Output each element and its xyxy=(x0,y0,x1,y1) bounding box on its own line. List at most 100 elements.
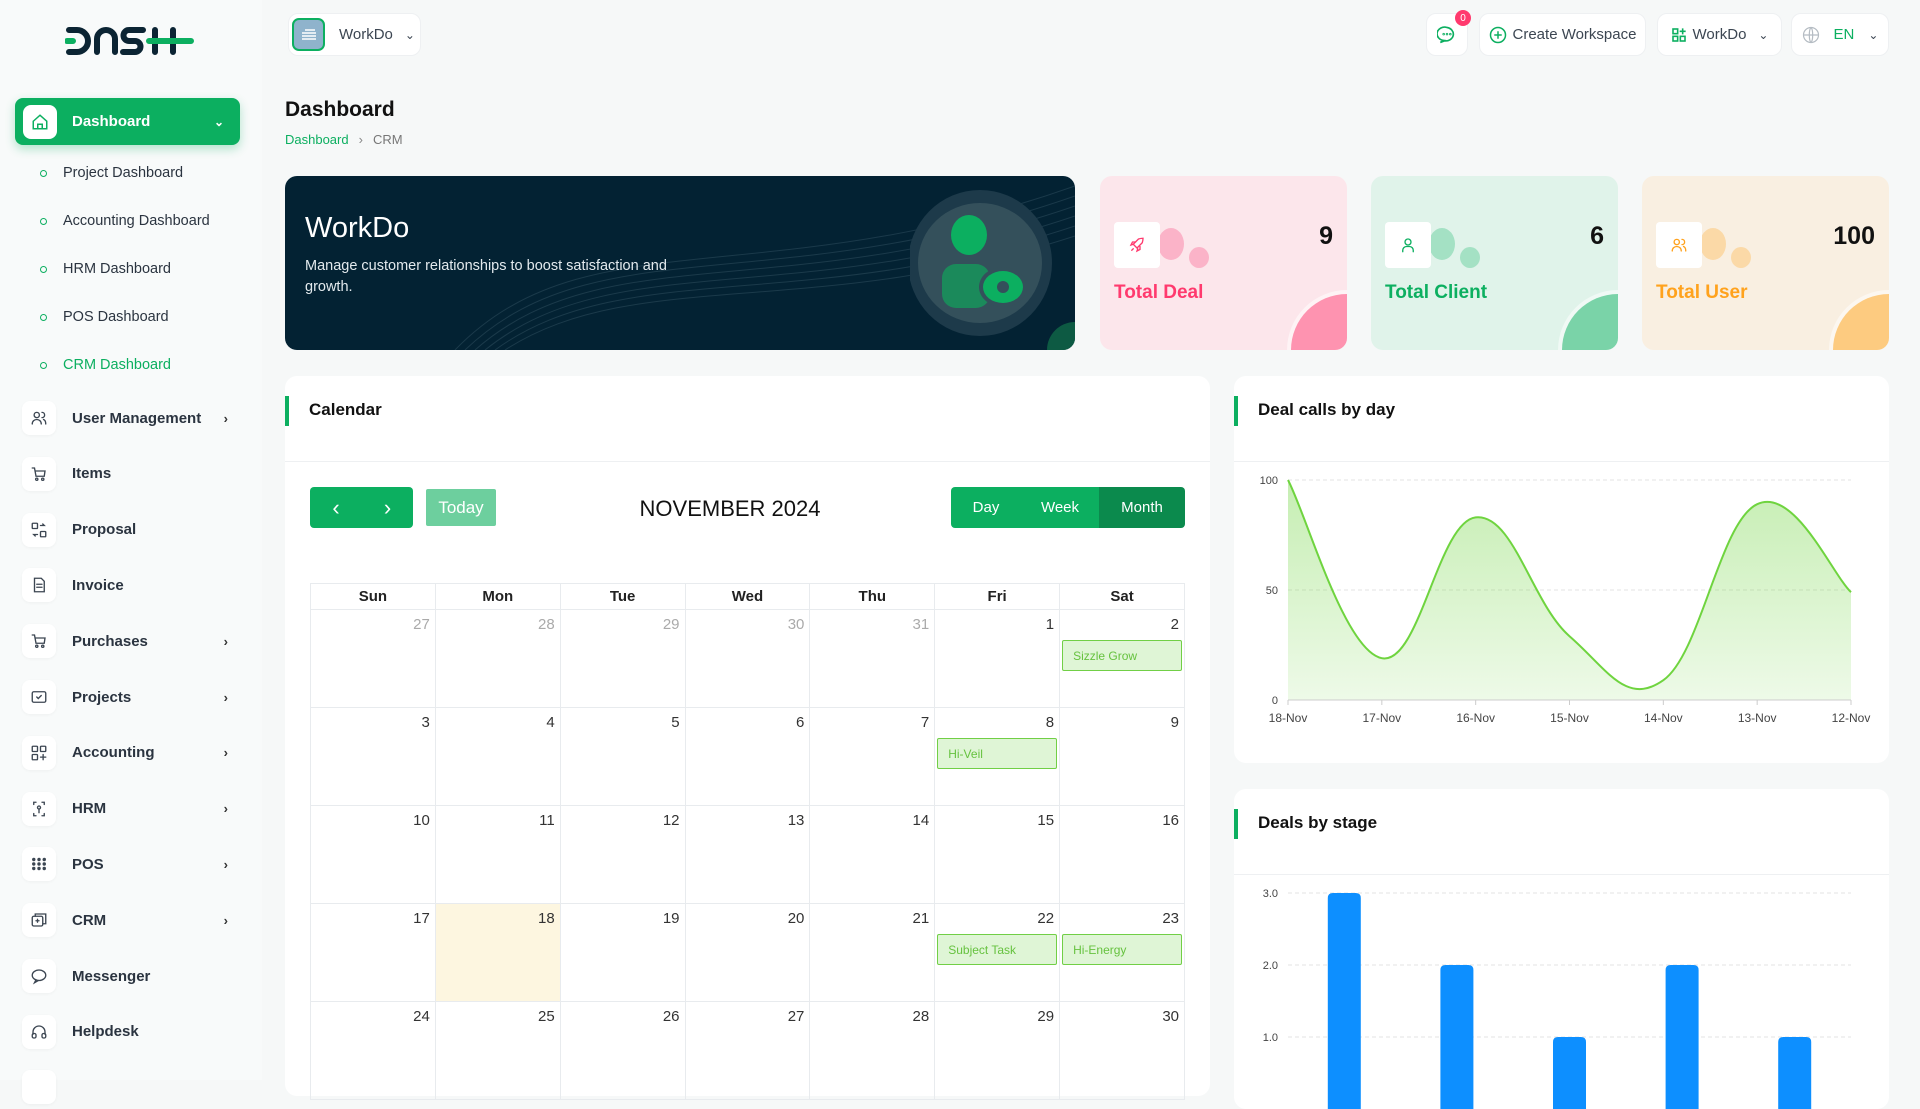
day-number: 14 xyxy=(912,812,930,829)
decor-blob xyxy=(1158,228,1184,260)
calendar-day-cell[interactable]: 27 xyxy=(310,609,436,708)
calendar-day-cell[interactable]: 22 Subject Task xyxy=(934,903,1061,1002)
cart-icon xyxy=(22,624,56,659)
calendar-day-cell[interactable]: 1 xyxy=(934,609,1061,708)
chevron-down-icon: ⌄ xyxy=(1758,27,1769,42)
sidebar-item-projects[interactable]: Projects › xyxy=(22,679,232,715)
sidebar-item-helpdesk[interactable]: Helpdesk xyxy=(22,1014,232,1050)
calendar-day-cell[interactable]: 27 xyxy=(684,1001,811,1100)
calendar-day-cell[interactable]: 13 xyxy=(684,805,811,904)
prev-month-button[interactable]: ‹ xyxy=(310,487,362,528)
calendar-day-cell[interactable]: 3 xyxy=(310,707,436,806)
calendar-day-cell[interactable]: 8 Hi-Veil xyxy=(934,707,1061,806)
y-tick-label: 2.0 xyxy=(1263,960,1278,972)
y-tick-label: 100 xyxy=(1260,475,1278,487)
calendar-day-cell[interactable]: 19 xyxy=(559,903,686,1002)
calendar-event[interactable]: Hi-Energy xyxy=(1062,934,1182,965)
submenu-item[interactable]: CRM Dashboard xyxy=(40,355,171,375)
calendar-event[interactable]: Subject Task xyxy=(937,934,1058,965)
sidebar-item-items[interactable]: Items xyxy=(22,456,232,492)
calendar-day-cell[interactable]: 15 xyxy=(934,805,1061,904)
view-day-button[interactable]: Day xyxy=(951,487,1021,528)
submenu-item[interactable]: Accounting Dashboard xyxy=(40,211,210,231)
stat-value: 6 xyxy=(1590,222,1604,250)
calendar-day-cell[interactable]: 18 xyxy=(434,903,561,1002)
calendar-day-cell[interactable]: 5 xyxy=(559,707,686,806)
day-number: 11 xyxy=(539,812,555,829)
submenu-item[interactable]: HRM Dashboard xyxy=(40,259,171,279)
view-month-button[interactable]: Month xyxy=(1099,487,1185,528)
calendar-day-cell[interactable]: 16 xyxy=(1059,805,1185,904)
globe-icon xyxy=(1802,26,1819,43)
sidebar-item-dashboard[interactable]: Dashboard ⌄ xyxy=(15,98,240,145)
deal-calls-chart: 0 50 100 18-Nov 17-Nov 16-Nov 15-Nov 14-Nov 13-N… xyxy=(1260,475,1871,725)
day-number: 3 xyxy=(421,714,430,731)
calendar-day-cell[interactable]: 28 xyxy=(434,609,561,708)
y-tick-label: 3.0 xyxy=(1263,888,1278,900)
dash-logo[interactable] xyxy=(65,25,195,57)
submenu-item-label: CRM Dashboard xyxy=(63,357,171,373)
checkbox-icon xyxy=(22,680,56,714)
breadcrumb-link[interactable]: Dashboard xyxy=(285,132,349,147)
calendar-day-cell[interactable]: 30 xyxy=(684,609,811,708)
day-number: 22 xyxy=(1037,910,1055,927)
calendar-day-cell[interactable]: 31 xyxy=(809,609,936,708)
submenu-item[interactable]: Project Dashboard xyxy=(40,163,183,183)
calendar-event[interactable]: Hi-Veil xyxy=(937,738,1058,769)
calendar-day-cell[interactable]: 17 xyxy=(310,903,436,1002)
next-month-button[interactable]: › xyxy=(362,487,413,528)
calendar-day-cell[interactable]: 10 xyxy=(310,805,436,904)
sidebar-item-proposal[interactable]: Proposal xyxy=(22,512,232,548)
sidebar-item-pos[interactable]: POS › xyxy=(22,846,232,882)
calendar-day-cell[interactable]: 14 xyxy=(809,805,936,904)
calendar-day-cell[interactable]: 24 xyxy=(310,1001,436,1100)
stat-label: Total User xyxy=(1656,282,1748,303)
calendar-day-cell[interactable]: 20 xyxy=(684,903,811,1002)
sidebar-item-label: Messenger xyxy=(72,967,151,985)
calendar-day-cell[interactable]: 2 Sizzle Grow xyxy=(1059,609,1185,708)
calendar-day-cell[interactable]: 6 xyxy=(684,707,811,806)
workspace-logo-icon xyxy=(292,18,325,51)
decor-corner xyxy=(1562,294,1618,350)
crm-icon xyxy=(22,903,56,938)
calendar-day-cell[interactable]: 29 xyxy=(934,1001,1061,1100)
today-button[interactable]: Today xyxy=(426,489,496,526)
sidebar-item-invoice[interactable]: Invoice xyxy=(22,567,232,603)
weekday-header: Thu xyxy=(809,583,936,610)
language-selector[interactable]: EN ⌄ xyxy=(1791,13,1889,56)
calendar-day-cell[interactable]: 21 xyxy=(809,903,936,1002)
calendar-day-cell[interactable]: 4 xyxy=(434,707,561,806)
sidebar-item-crm[interactable]: CRM › xyxy=(22,902,232,938)
create-workspace-button[interactable]: Create Workspace xyxy=(1479,13,1646,56)
submenu-item[interactable]: POS Dashboard xyxy=(40,307,169,327)
calendar-day-cell[interactable]: 11 xyxy=(434,805,561,904)
sidebar-item-purchases[interactable]: Purchases › xyxy=(22,623,232,659)
sidebar-item-messenger[interactable]: Messenger xyxy=(22,958,232,994)
workspace-selector[interactable]: WorkDo ⌄ xyxy=(288,13,421,56)
view-week-button[interactable]: Week xyxy=(1021,487,1099,528)
workspace-menu[interactable]: WorkDo ⌄ xyxy=(1657,13,1782,56)
sidebar-item-label: Purchases xyxy=(72,632,148,650)
calendar-day-cell[interactable]: 26 xyxy=(559,1001,686,1100)
day-number: 24 xyxy=(413,1008,430,1025)
calendar-event[interactable]: Sizzle Grow xyxy=(1062,640,1182,671)
calendar-day-cell[interactable]: 23 Hi-Energy xyxy=(1059,903,1185,1002)
calendar-week-row: 17 18 19 20 21 22 Subject Task 23 Hi-Energy xyxy=(310,903,1185,1002)
workspace-name: WorkDo xyxy=(339,26,393,43)
calendar-day-cell[interactable]: 7 xyxy=(809,707,936,806)
calendar-day-cell[interactable]: 25 xyxy=(434,1001,561,1100)
sidebar-item-hrm[interactable]: HRM › xyxy=(22,791,232,827)
banner-title: WorkDo xyxy=(305,212,410,244)
messages-button[interactable]: 0 xyxy=(1426,10,1471,56)
day-number: 28 xyxy=(538,616,555,633)
sidebar-item-more[interactable] xyxy=(22,1069,232,1105)
calendar-day-cell[interactable]: 29 xyxy=(559,609,686,708)
calendar-day-cell[interactable]: 12 xyxy=(559,805,686,904)
calendar-day-cell[interactable]: 28 xyxy=(809,1001,936,1100)
chevron-right-icon: › xyxy=(223,801,228,817)
calendar-day-cell[interactable]: 9 xyxy=(1059,707,1185,806)
proposal-icon xyxy=(22,512,56,547)
sidebar-item-user-management[interactable]: User Management › xyxy=(22,400,232,436)
sidebar-item-accounting[interactable]: Accounting › xyxy=(22,735,232,771)
calendar-day-cell[interactable]: 30 xyxy=(1059,1001,1185,1100)
